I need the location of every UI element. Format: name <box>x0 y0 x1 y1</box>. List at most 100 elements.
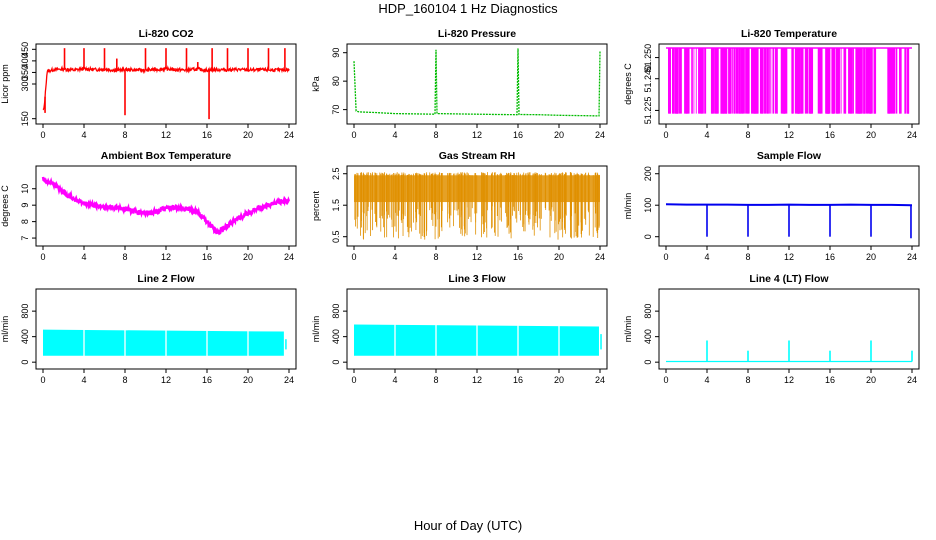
x-tick-label: 24 <box>595 252 605 262</box>
y-axis-label: ml/min <box>623 316 633 343</box>
x-tick-label: 0 <box>663 252 668 262</box>
x-tick-label: 4 <box>81 130 86 140</box>
y-tick-label: 0 <box>331 360 341 365</box>
figure-title: HDP_160104 1 Hz Diagnostics <box>378 1 558 16</box>
y-axis-label: ml/min <box>623 193 633 220</box>
y-tick-label: 450 <box>20 42 30 57</box>
y-axis-label: degrees C <box>623 63 633 105</box>
x-tick-label: 24 <box>284 252 294 262</box>
x-tick-label: 12 <box>161 252 171 262</box>
y-tick-label: 80 <box>331 76 341 86</box>
y-tick-label: 400 <box>20 53 30 68</box>
x-tick-label: 0 <box>40 252 45 262</box>
panel-title: Line 4 (LT) Flow <box>749 273 829 285</box>
panel-sample-flow: Sample Flow ml/min 0 4 8 12 16 20 24 0 100 200 <box>623 150 920 262</box>
series-line <box>353 48 601 117</box>
panel-title: Ambient Box Temperature <box>101 150 232 162</box>
x-tick-label: 8 <box>433 252 438 262</box>
y-tick-label: 8 <box>20 219 30 224</box>
x-tick-label: 20 <box>554 130 564 140</box>
y-tick-label: 800 <box>20 304 30 319</box>
panel-title: Li-820 CO2 <box>139 28 194 40</box>
y-axis-label: Licor ppm <box>0 64 10 104</box>
x-tick-label: 8 <box>122 252 127 262</box>
x-tick-label: 4 <box>392 130 397 140</box>
x-tick-label: 16 <box>202 375 212 385</box>
series-band <box>43 329 284 356</box>
y-tick-label: 400 <box>643 329 653 344</box>
y-tick-label: 2.5 <box>331 167 341 180</box>
y-tick-label: 9 <box>20 203 30 208</box>
x-tick-label: 24 <box>907 130 917 140</box>
y-tick-label: 400 <box>20 329 30 344</box>
x-tick-label: 8 <box>433 375 438 385</box>
panel-title: Gas Stream RH <box>439 150 515 162</box>
x-tick-label: 16 <box>513 375 523 385</box>
x-tick-label: 20 <box>866 252 876 262</box>
y-axis-label: ml/min <box>311 316 321 343</box>
y-axis-label: ml/min <box>0 316 10 343</box>
series-line <box>42 65 290 111</box>
x-tick-label: 16 <box>513 252 523 262</box>
x-tick-label: 20 <box>866 130 876 140</box>
x-tick-label: 24 <box>595 375 605 385</box>
x-tick-label: 0 <box>40 130 45 140</box>
x-tick-label: 20 <box>243 252 253 262</box>
x-tick-label: 8 <box>745 252 750 262</box>
x-tick-label: 16 <box>513 130 523 140</box>
y-axis-label: percent <box>311 190 321 221</box>
x-tick-label: 24 <box>595 130 605 140</box>
x-tick-label: 20 <box>243 130 253 140</box>
x-tick-label: 0 <box>351 252 356 262</box>
panel-title: Line 3 Flow <box>448 273 506 285</box>
x-tick-label: 16 <box>825 375 835 385</box>
x-tick-label: 24 <box>284 375 294 385</box>
x-tick-label: 4 <box>81 375 86 385</box>
x-tick-label: 12 <box>784 130 794 140</box>
y-tick-label: 800 <box>643 304 653 319</box>
y-tick-label: 350 <box>20 65 30 80</box>
x-tick-label: 0 <box>40 375 45 385</box>
x-tick-label: 16 <box>825 252 835 262</box>
y-tick-label: 0 <box>20 360 30 365</box>
x-tick-label: 4 <box>392 375 397 385</box>
x-tick-label: 16 <box>202 252 212 262</box>
x-tick-label: 0 <box>351 375 356 385</box>
x-tick-label: 8 <box>745 130 750 140</box>
y-tick-label: 90 <box>331 48 341 58</box>
x-tick-label: 16 <box>825 130 835 140</box>
y-tick-label: 200 <box>643 166 653 181</box>
x-tick-label: 24 <box>284 130 294 140</box>
x-tick-label: 4 <box>704 130 709 140</box>
y-tick-label: 51.225 <box>643 97 653 125</box>
x-tick-label: 12 <box>472 375 482 385</box>
y-tick-label: 0 <box>643 234 653 239</box>
panel-line-2-flow: Line 2 Flow ml/min 0 4 8 12 16 20 24 0 400 800 <box>0 273 297 385</box>
panel-title: Li-820 Pressure <box>438 28 516 40</box>
x-axis-caption: Hour of Day (UTC) <box>413 518 523 533</box>
y-tick-label: 0.5 <box>331 230 341 243</box>
y-tick-label: 400 <box>331 329 341 344</box>
panel-line-3-flow: Line 3 Flow ml/min 0 4 8 12 16 20 24 0 400 800 <box>311 273 608 385</box>
x-tick-label: 24 <box>907 375 917 385</box>
y-tick-label: 10 <box>20 184 30 194</box>
panel-gas-stream-rh: Gas Stream RH percent 0 4 8 12 16 20 24 0.5 1.5 2.5 <box>311 150 608 262</box>
y-tick-label: 100 <box>643 198 653 213</box>
x-tick-label: 12 <box>161 375 171 385</box>
y-tick-label: 51.240 <box>643 65 653 93</box>
y-tick-label: 800 <box>331 304 341 319</box>
x-tick-label: 24 <box>907 252 917 262</box>
plot-frame <box>346 43 608 125</box>
x-tick-label: 20 <box>866 375 876 385</box>
y-tick-label: 150 <box>20 111 30 126</box>
x-tick-label: 0 <box>663 130 668 140</box>
y-axis-label: degrees C <box>0 185 10 227</box>
y-tick-label: 51.250 <box>643 44 653 72</box>
y-tick-label: 0 <box>643 360 653 365</box>
panel-line-4-lt-flow: Line 4 (LT) Flow ml/min 0 4 8 12 16 20 24 0 400 800 <box>623 273 920 385</box>
panel-title: Sample Flow <box>757 150 822 162</box>
y-tick-label: 7 <box>20 236 30 241</box>
x-tick-label: 12 <box>472 130 482 140</box>
